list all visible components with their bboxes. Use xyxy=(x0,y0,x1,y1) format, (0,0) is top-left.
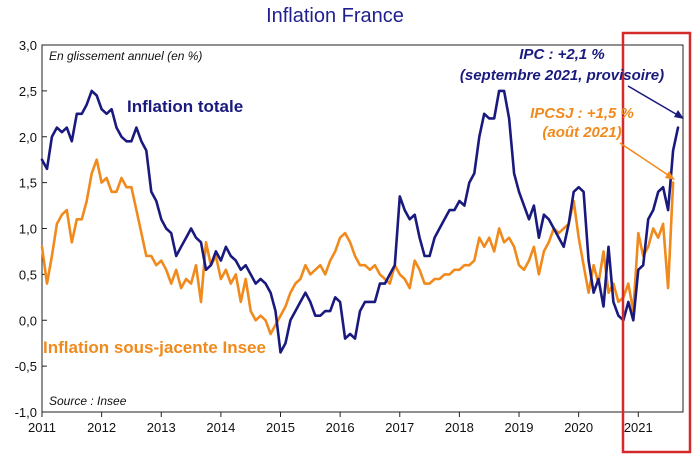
y-axis: 3,0 2,5 2,0 1,5 1,0 0,5 0,0 -0,5 -1,0 xyxy=(15,38,47,420)
y-tick-label: 0,0 xyxy=(19,313,37,328)
ipc-annotation: IPC : +2,1 % xyxy=(519,46,604,63)
x-tick-label: 2016 xyxy=(326,420,355,435)
x-tick-label: 2019 xyxy=(505,420,534,435)
total-series-label: Inflation totale xyxy=(127,97,243,116)
x-tick-label: 2018 xyxy=(445,420,474,435)
source-note: Source : Insee xyxy=(49,394,127,408)
ipcsj-arrow-head xyxy=(665,171,675,180)
x-tick-label: 2012 xyxy=(87,420,116,435)
y-tick-label: 0,5 xyxy=(19,267,37,282)
core-series-label: Inflation sous-jacente Insee xyxy=(43,338,266,357)
chart-title: Inflation France xyxy=(266,5,404,27)
ipcsj-annotation-detail: (août 2021) xyxy=(542,124,621,141)
x-tick-label: 2011 xyxy=(28,420,56,435)
x-tick-label: 2015 xyxy=(266,420,295,435)
ipc-annotation-detail: (septembre 2021, provisoire) xyxy=(460,67,664,84)
series-layer xyxy=(40,89,680,354)
ipcsj-annotation: IPCSJ : +1,5 % xyxy=(530,105,634,122)
x-tick-label: 2021 xyxy=(624,420,653,435)
x-tick-label: 2020 xyxy=(564,420,593,435)
highlight-box xyxy=(621,31,692,454)
y-tick-label: 3,0 xyxy=(19,38,37,53)
x-tick-label: 2014 xyxy=(206,420,235,435)
y-tick-label: 1,5 xyxy=(19,176,37,191)
x-tick-label: 2013 xyxy=(147,420,176,435)
ipcsj-arrow xyxy=(619,142,672,178)
y-tick-label: -1,0 xyxy=(15,405,37,420)
x-tick-label: 2017 xyxy=(385,420,414,435)
y-tick-label: 2,5 xyxy=(19,84,37,99)
x-axis: 2011 2012 2013 2014 2015 2016 2017 2018 2019 2020… xyxy=(28,412,653,435)
ipc-arrow-head xyxy=(674,110,684,119)
series-inflation-totale xyxy=(40,89,680,354)
y-tick-label: 1,0 xyxy=(19,222,37,237)
y-tick-label: 2,0 xyxy=(19,130,37,145)
series-inflation-sous-jacente xyxy=(40,158,675,336)
ipc-arrow xyxy=(627,85,682,118)
y-tick-label: -0,5 xyxy=(15,359,37,374)
chart-subtitle: En glissement annuel (en %) xyxy=(49,49,202,63)
